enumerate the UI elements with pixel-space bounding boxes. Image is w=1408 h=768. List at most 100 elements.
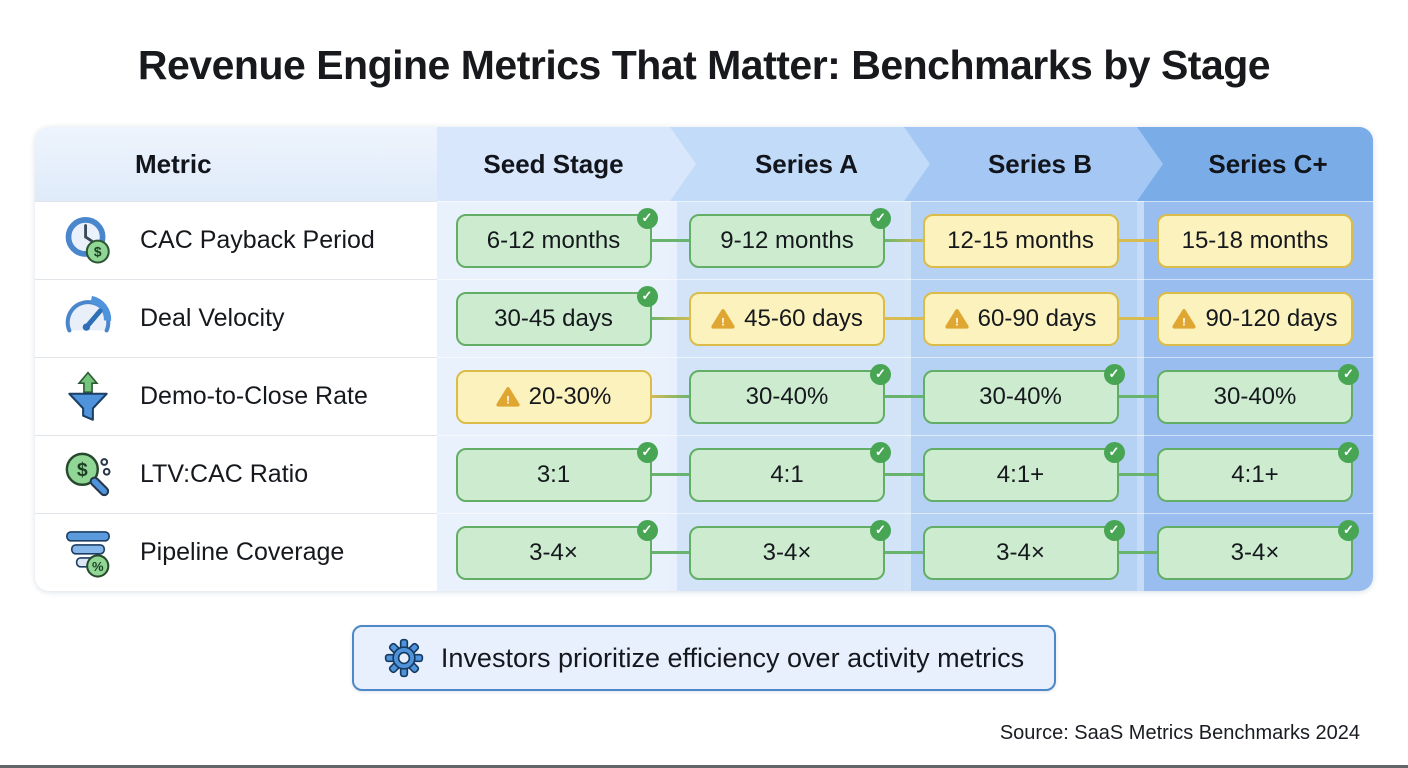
connector-line bbox=[883, 472, 925, 476]
benchmark-badge: 30-40% ✓ bbox=[689, 363, 891, 424]
benchmark-value: 20-30% bbox=[528, 382, 612, 410]
benchmark-value: 30-40% bbox=[979, 382, 1062, 410]
benchmark-badge: 6-12 months ✓ bbox=[455, 207, 658, 268]
metric-label: CAC Payback Period bbox=[140, 226, 375, 254]
benchmark-value: 9-12 months bbox=[720, 226, 854, 254]
svg-text:$: $ bbox=[94, 243, 102, 259]
benchmark-cell: 30-40% ✓ bbox=[883, 357, 1137, 435]
column-header-metric: Metric bbox=[35, 127, 437, 201]
benchmark-cell: 6-12 months ✓ bbox=[437, 201, 670, 279]
metric-cell: Demo-to-Close Rate bbox=[35, 357, 437, 435]
benchmark-cell: ! 45-60 days bbox=[649, 279, 904, 357]
benchmark-value: 6-12 months bbox=[486, 226, 621, 254]
benchmark-cell: 30-45 days ✓ bbox=[437, 279, 670, 357]
column-header-series-c: Series C+ bbox=[1137, 127, 1373, 201]
connector-line bbox=[883, 394, 925, 398]
table-row-demo-to-close: Demo-to-Close Rate ! 20-30% 30-40% ✓ bbox=[35, 357, 1373, 435]
benchmark-badge: 4:1 ✓ bbox=[689, 441, 891, 502]
speedometer-icon bbox=[65, 295, 112, 332]
page-title: Revenue Engine Metrics That Matter: Benc… bbox=[137, 42, 1271, 88]
benchmark-value: 90-120 days bbox=[1205, 304, 1338, 332]
benchmark-value: 30-45 days bbox=[494, 304, 613, 332]
magnifier-dollar-icon: $ bbox=[65, 452, 111, 496]
svg-text:!: ! bbox=[506, 394, 510, 406]
svg-text:!: ! bbox=[955, 316, 959, 328]
benchmark-value: 3-4× bbox=[1230, 538, 1280, 566]
warning-icon: ! bbox=[1172, 309, 1197, 329]
column-header-seed-stage: Seed Stage bbox=[437, 127, 696, 201]
connector-line bbox=[649, 550, 691, 554]
table-row-cac-payback: $ CAC Payback Period 6-12 months ✓ 9-12 … bbox=[35, 201, 1373, 279]
benchmark-cell: 9-12 months ✓ bbox=[649, 201, 904, 279]
benchmark-badge: ! 20-30% bbox=[455, 369, 652, 424]
metric-cell: $ CAC Payback Period bbox=[35, 201, 437, 279]
check-icon: ✓ bbox=[636, 519, 658, 541]
benchmark-value: 60-90 days bbox=[977, 304, 1097, 332]
benchmark-badge: 3-4× ✓ bbox=[1157, 519, 1359, 580]
check-icon: ✓ bbox=[1103, 519, 1125, 541]
connector-line bbox=[1116, 550, 1158, 554]
benchmark-value: 15-18 months bbox=[1181, 226, 1329, 254]
connector-line bbox=[1116, 238, 1158, 242]
check-icon: ✓ bbox=[636, 285, 658, 307]
benchmark-cell: 3:1 ✓ bbox=[437, 435, 670, 513]
check-icon: ✓ bbox=[1103, 363, 1125, 385]
metric-label: Demo-to-Close Rate bbox=[140, 382, 368, 410]
benchmark-cell: 4:1+ ✓ bbox=[883, 435, 1137, 513]
warning-icon: ! bbox=[945, 309, 969, 329]
benchmark-cell: ! 90-120 days bbox=[1116, 279, 1373, 357]
connector-line bbox=[649, 394, 691, 398]
benchmark-cell: 4:1 ✓ bbox=[649, 435, 904, 513]
benchmark-badge: 3-4× ✓ bbox=[689, 519, 891, 580]
benchmark-value: 3-4× bbox=[996, 538, 1045, 566]
benchmark-badge: 12-15 months bbox=[922, 213, 1119, 268]
benchmark-badge: ! 45-60 days bbox=[689, 291, 885, 346]
gear-icon bbox=[384, 638, 424, 678]
warning-icon: ! bbox=[711, 309, 735, 329]
benchmark-badge: 9-12 months ✓ bbox=[689, 207, 891, 268]
benchmark-cell: 30-40% ✓ bbox=[1116, 357, 1373, 435]
check-icon: ✓ bbox=[636, 441, 658, 463]
benchmark-cell: ! 60-90 days bbox=[883, 279, 1137, 357]
table-row-pipeline-coverage: % Pipeline Coverage 3-4× ✓ 3-4× ✓ bbox=[35, 513, 1373, 591]
benchmark-cell: 12-15 months bbox=[883, 201, 1137, 279]
connector-line bbox=[1116, 394, 1158, 398]
benchmark-value: 3:1 bbox=[536, 460, 571, 488]
check-icon: ✓ bbox=[870, 519, 891, 541]
benchmark-cell: 15-18 months bbox=[1116, 201, 1373, 279]
connector-line bbox=[883, 316, 925, 320]
funnel-up-arrow-icon bbox=[68, 370, 108, 421]
benchmark-badge: 15-18 months bbox=[1157, 213, 1353, 268]
benchmark-badge: 4:1+ ✓ bbox=[1157, 441, 1359, 502]
connector-line bbox=[649, 238, 691, 242]
benchmark-badge: 30-45 days ✓ bbox=[455, 285, 658, 346]
check-icon: ✓ bbox=[870, 207, 891, 229]
column-header-series-a: Series A bbox=[670, 127, 930, 201]
table-body: $ CAC Payback Period 6-12 months ✓ 9-12 … bbox=[35, 201, 1373, 591]
check-icon: ✓ bbox=[1338, 519, 1359, 541]
benchmark-cell: 30-40% ✓ bbox=[649, 357, 904, 435]
benchmark-value: 30-40% bbox=[1213, 382, 1297, 410]
benchmark-badge: 3-4× ✓ bbox=[922, 519, 1125, 580]
table-row-ltv-cac: $ LTV:CAC Ratio 3:1 ✓ 4:1 ✓ bbox=[35, 435, 1373, 513]
metric-cell: Deal Velocity bbox=[35, 279, 437, 357]
metric-label: LTV:CAC Ratio bbox=[140, 460, 309, 488]
table-row-deal-velocity: Deal Velocity 30-45 days ✓ ! 45-60 days bbox=[35, 279, 1373, 357]
connector-line bbox=[883, 238, 925, 242]
callout-text: Investors prioritize efficiency over act… bbox=[440, 642, 1025, 673]
check-icon: ✓ bbox=[636, 207, 658, 229]
metric-cell: % Pipeline Coverage bbox=[35, 513, 437, 591]
check-icon: ✓ bbox=[1103, 441, 1125, 463]
check-icon: ✓ bbox=[1338, 441, 1359, 463]
connector-line bbox=[883, 550, 925, 554]
check-icon: ✓ bbox=[870, 441, 891, 463]
benchmark-cell: 3-4× ✓ bbox=[883, 513, 1137, 591]
benchmark-badge: 30-40% ✓ bbox=[1157, 363, 1359, 424]
benchmark-badge: ! 60-90 days bbox=[922, 291, 1119, 346]
connector-line bbox=[1116, 472, 1158, 476]
benchmark-value: 4:1 bbox=[770, 460, 804, 488]
column-header-series-b: Series B bbox=[904, 127, 1163, 201]
metric-label: Deal Velocity bbox=[140, 304, 285, 332]
benchmark-badge: ! 90-120 days bbox=[1157, 291, 1353, 346]
benchmark-value: 4:1+ bbox=[996, 460, 1045, 488]
